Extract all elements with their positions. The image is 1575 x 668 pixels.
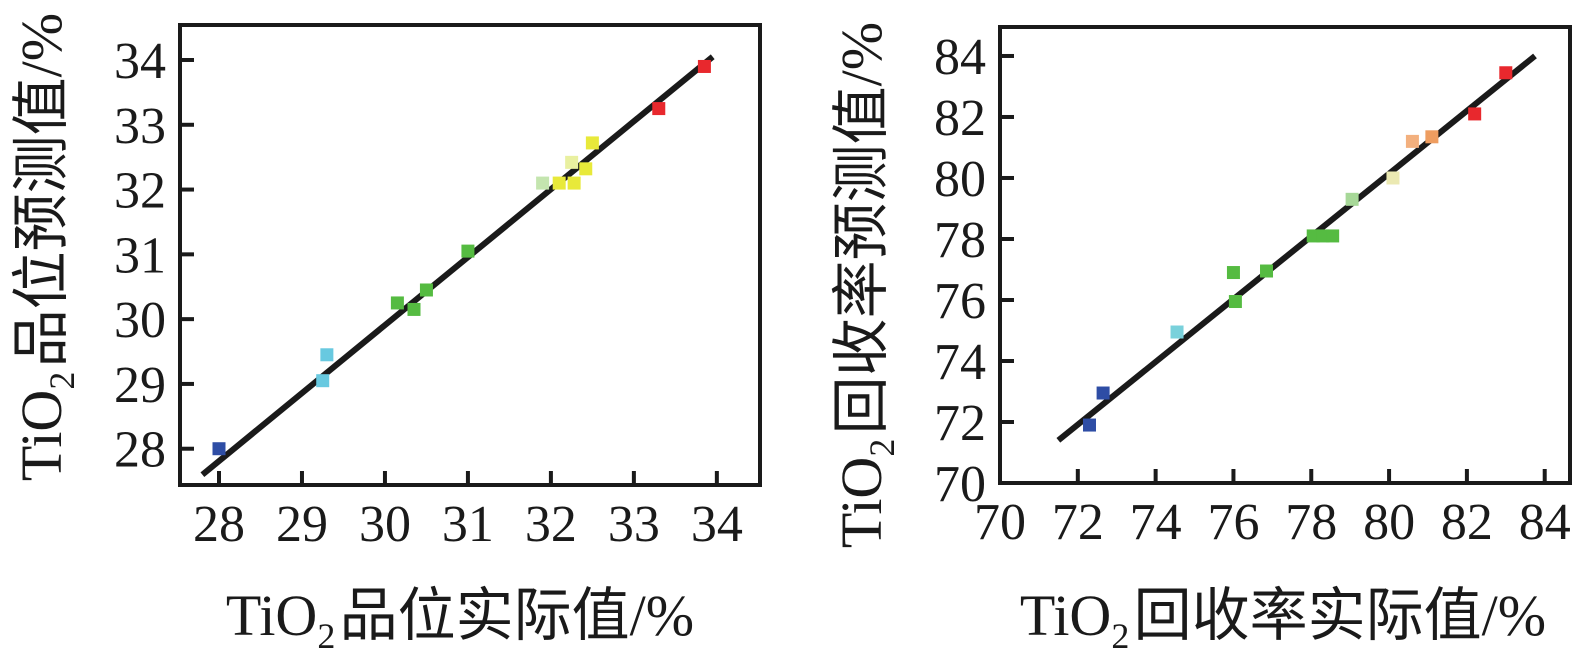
y-tick-label: 33 xyxy=(114,98,166,155)
y-tick-label: 84 xyxy=(934,29,986,86)
data-point xyxy=(1170,325,1184,339)
grade-x-title-text: 品位实际值/% xyxy=(339,583,695,648)
x-tick-label: 80 xyxy=(1363,494,1415,551)
y-tick-label: 28 xyxy=(114,422,166,479)
grade-x-title-sub: 2 xyxy=(317,615,336,656)
data-point xyxy=(565,155,579,169)
y-tick-label: 32 xyxy=(114,163,166,220)
data-point xyxy=(1260,264,1274,278)
y-tick-label: 76 xyxy=(934,273,986,330)
data-point xyxy=(461,244,475,258)
data-point xyxy=(1228,295,1242,309)
data-point xyxy=(1096,386,1110,400)
y-tick-label: 78 xyxy=(934,212,986,269)
data-point xyxy=(579,162,593,176)
grade-x-axis-title: TiO2品位实际值/% xyxy=(226,587,694,654)
grade-x-title-prefix: TiO xyxy=(225,583,318,648)
x-tick-label: 70 xyxy=(974,494,1026,551)
data-point xyxy=(1326,229,1340,243)
y-tick-label: 74 xyxy=(934,334,986,391)
x-tick-label: 84 xyxy=(1519,494,1571,551)
x-tick-label: 33 xyxy=(608,496,660,553)
data-point xyxy=(390,296,404,310)
grade-scatter-plot: 28 29 30 31 32 33 34 28 29 30 31 32 33 34 xyxy=(114,23,762,553)
recovery-x-title-sub: 2 xyxy=(1111,615,1130,656)
data-point xyxy=(320,348,334,362)
x-tick-label: 76 xyxy=(1207,494,1259,551)
data-point xyxy=(567,176,581,190)
data-point xyxy=(552,176,566,190)
data-point xyxy=(1425,130,1439,144)
x-tick-label: 78 xyxy=(1285,494,1337,551)
data-point xyxy=(1082,418,1096,432)
x-tick-label: 28 xyxy=(193,496,245,553)
fit-line xyxy=(200,54,715,477)
data-point xyxy=(212,442,226,456)
x-tick-label: 30 xyxy=(359,496,411,553)
recovery-y-axis-title: TiO2 回收率预测值/% xyxy=(829,22,902,548)
data-point xyxy=(585,136,599,150)
y-tick-label: 82 xyxy=(934,90,986,147)
x-tick-label: 74 xyxy=(1130,494,1182,551)
data-point xyxy=(1345,192,1359,206)
data-point xyxy=(1405,134,1419,148)
recovery-x-title-text: 回收率实际值/% xyxy=(1133,583,1547,648)
grade-y-title-text: 品位预测值/% xyxy=(9,12,74,368)
recovery-y-title-sub: 2 xyxy=(861,438,902,457)
data-point xyxy=(652,102,666,116)
data-point xyxy=(1468,107,1482,121)
y-tick-label: 29 xyxy=(114,357,166,414)
fit-line xyxy=(1056,53,1537,443)
y-tick-label: 30 xyxy=(114,292,166,349)
grade-y-axis-title: TiO2 品位预测值/% xyxy=(9,13,82,481)
recovery-x-axis-title: TiO2回收率实际值/% xyxy=(1020,587,1546,654)
recovery-y-title-text: 回收率预测值/% xyxy=(829,21,894,435)
axis-frame xyxy=(998,25,1572,485)
x-tick-label: 34 xyxy=(691,496,743,553)
y-tick-label: 70 xyxy=(934,456,986,513)
y-tick-label: 34 xyxy=(114,33,166,90)
data-point xyxy=(316,374,330,388)
data-point xyxy=(419,283,433,297)
y-tick-label: 31 xyxy=(114,227,166,284)
x-tick-label: 31 xyxy=(442,496,494,553)
recovery-y-title-prefix: TiO xyxy=(829,456,894,549)
data-point xyxy=(536,176,550,190)
y-tick-label: 72 xyxy=(934,395,986,452)
data-point xyxy=(1386,171,1400,185)
x-tick-label: 29 xyxy=(276,496,328,553)
data-point xyxy=(1499,66,1513,80)
data-point xyxy=(697,59,711,73)
data-point xyxy=(407,302,421,316)
x-tick-label: 82 xyxy=(1441,494,1493,551)
data-point xyxy=(1226,266,1240,280)
grade-y-title-prefix: TiO xyxy=(9,389,74,482)
grade-y-title-sub: 2 xyxy=(41,371,82,390)
x-tick-label: 72 xyxy=(1052,494,1104,551)
x-tick-label: 32 xyxy=(525,496,577,553)
y-tick-label: 80 xyxy=(934,151,986,208)
recovery-x-title-prefix: TiO xyxy=(1019,583,1112,648)
